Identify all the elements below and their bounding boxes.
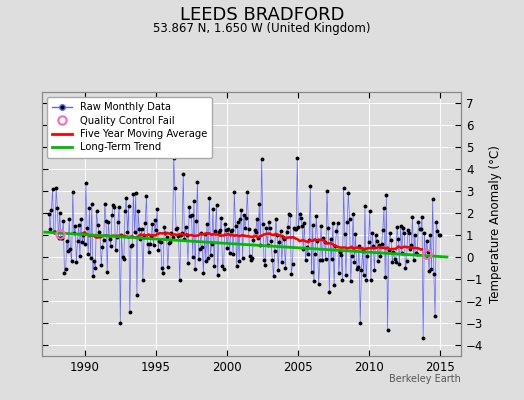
Y-axis label: Temperature Anomaly (°C): Temperature Anomaly (°C) — [489, 145, 502, 303]
Text: 53.867 N, 1.650 W (United Kingdom): 53.867 N, 1.650 W (United Kingdom) — [153, 22, 371, 35]
Text: LEEDS BRADFORD: LEEDS BRADFORD — [180, 6, 344, 24]
Text: Berkeley Earth: Berkeley Earth — [389, 374, 461, 384]
Legend: Raw Monthly Data, Quality Control Fail, Five Year Moving Average, Long-Term Tren: Raw Monthly Data, Quality Control Fail, … — [47, 97, 212, 158]
